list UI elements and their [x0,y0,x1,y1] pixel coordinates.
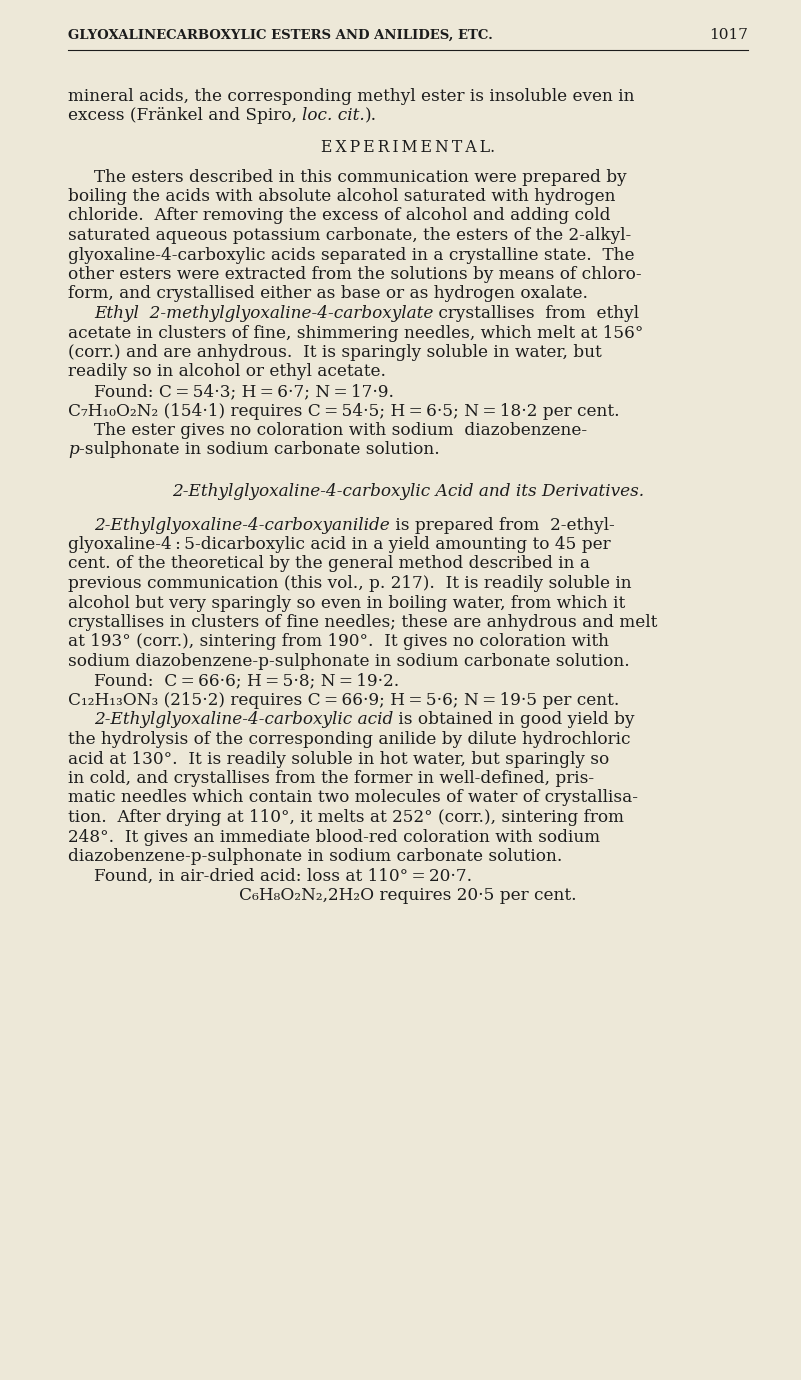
Text: mineral acids, the corresponding methyl ester is insoluble even in: mineral acids, the corresponding methyl … [68,88,634,105]
Text: acetate in clusters of fine, shimmering needles, which melt at 156°: acetate in clusters of fine, shimmering … [68,324,643,341]
Text: acid at 130°.  It is readily soluble in hot water, but sparingly so: acid at 130°. It is readily soluble in h… [68,751,610,767]
Text: The ester gives no coloration with sodium  diazobenzene-: The ester gives no coloration with sodiu… [94,422,587,439]
Text: tion.  After drying at 110°, it melts at 252° (corr.), sintering from: tion. After drying at 110°, it melts at … [68,809,624,827]
Text: readily so in alcohol or ethyl acetate.: readily so in alcohol or ethyl acetate. [68,363,386,381]
Text: 248°.  It gives an immediate blood-red coloration with sodium: 248°. It gives an immediate blood-red co… [68,828,600,846]
Text: 2-Ethylglyoxaline-4-carboxylic acid: 2-Ethylglyoxaline-4-carboxylic acid [94,712,393,729]
Text: ).: ). [365,108,377,124]
Text: C₇H₁₀O₂N₂ (154·1) requires C = 54·5; H = 6·5; N = 18·2 per cent.: C₇H₁₀O₂N₂ (154·1) requires C = 54·5; H =… [68,403,620,420]
Text: E X P E R I M E N T A L.: E X P E R I M E N T A L. [321,139,495,156]
Text: diazobenzene-p-sulphonate in sodium carbonate solution.: diazobenzene-p-sulphonate in sodium carb… [68,847,562,865]
Text: previous communication (this vol., p. 217).  It is readily soluble in: previous communication (this vol., p. 21… [68,575,632,592]
Text: Ethyl  2-methylglyoxaline-4-carboxylate: Ethyl 2-methylglyoxaline-4-carboxylate [94,305,433,322]
Text: cent. of the theoretical by the general method described in a: cent. of the theoretical by the general … [68,556,590,573]
Text: alcohol but very sparingly so even in boiling water, from which it: alcohol but very sparingly so even in bo… [68,595,626,611]
Text: glyoxaline-4 : 5-dicarboxylic acid in a yield amounting to 45 per: glyoxaline-4 : 5-dicarboxylic acid in a … [68,535,610,553]
Text: 2-Ethylglyoxaline-4-carboxylic Acid and its Derivatives.: 2-Ethylglyoxaline-4-carboxylic Acid and … [172,483,644,500]
Text: other esters were extracted from the solutions by means of chloro-: other esters were extracted from the sol… [68,266,642,283]
Text: (corr.) and are anhydrous.  It is sparingly soluble in water, but: (corr.) and are anhydrous. It is sparing… [68,344,602,362]
Text: Found: C = 54·3; H = 6·7; N = 17·9.: Found: C = 54·3; H = 6·7; N = 17·9. [94,384,394,400]
Text: C₁₂H₁₃ON₃ (215·2) requires C = 66·9; H = 5·6; N = 19·5 per cent.: C₁₂H₁₃ON₃ (215·2) requires C = 66·9; H =… [68,691,619,709]
Text: sodium diazobenzene-p-sulphonate in sodium carbonate solution.: sodium diazobenzene-p-sulphonate in sodi… [68,653,630,671]
Text: loc. cit.: loc. cit. [302,108,365,124]
Text: at 193° (corr.), sintering from 190°.  It gives no coloration with: at 193° (corr.), sintering from 190°. It… [68,633,609,650]
Text: p: p [68,442,78,458]
Text: 2-Ethylglyoxaline-4-carboxyanilide: 2-Ethylglyoxaline-4-carboxyanilide [94,516,390,534]
Text: glyoxaline-4-carboxylic acids separated in a crystalline state.  The: glyoxaline-4-carboxylic acids separated … [68,247,634,264]
Text: The esters described in this communication were prepared by: The esters described in this communicati… [94,168,626,185]
Text: C₆H₈O₂N₂,2H₂O requires 20·5 per cent.: C₆H₈O₂N₂,2H₂O requires 20·5 per cent. [239,887,577,904]
Text: form, and crystallised either as base or as hydrogen oxalate.: form, and crystallised either as base or… [68,286,588,302]
Text: in cold, and crystallises from the former in well-defined, pris-: in cold, and crystallises from the forme… [68,770,594,787]
Text: the hydrolysis of the corresponding anilide by dilute hydrochloric: the hydrolysis of the corresponding anil… [68,731,630,748]
Text: 1017: 1017 [709,28,748,41]
Text: Found:  C = 66·6; H = 5·8; N = 19·2.: Found: C = 66·6; H = 5·8; N = 19·2. [94,672,399,690]
Text: crystallises  from  ethyl: crystallises from ethyl [433,305,639,322]
Text: excess (Fränkel and Spiro,: excess (Fränkel and Spiro, [68,108,302,124]
Text: boiling the acids with absolute alcohol saturated with hydrogen: boiling the acids with absolute alcohol … [68,188,615,206]
Text: GLYOXALINECARBOXYLIC ESTERS AND ANILIDES, ETC.: GLYOXALINECARBOXYLIC ESTERS AND ANILIDES… [68,29,493,41]
Text: Found, in air-dried acid: loss at 110° = 20·7.: Found, in air-dried acid: loss at 110° =… [94,868,472,885]
Text: chloride.  After removing the excess of alcohol and adding cold: chloride. After removing the excess of a… [68,207,610,225]
Text: saturated aqueous potassium carbonate, the esters of the 2-alkyl-: saturated aqueous potassium carbonate, t… [68,226,631,244]
Text: is prepared from  2-ethyl-: is prepared from 2-ethyl- [390,516,614,534]
Text: is obtained in good yield by: is obtained in good yield by [393,712,634,729]
Text: matic needles which contain two molecules of water of crystallisa-: matic needles which contain two molecule… [68,789,638,806]
Text: crystallises in clusters of fine needles; these are anhydrous and melt: crystallises in clusters of fine needles… [68,614,658,631]
Text: -sulphonate in sodium carbonate solution.: -sulphonate in sodium carbonate solution… [78,442,440,458]
